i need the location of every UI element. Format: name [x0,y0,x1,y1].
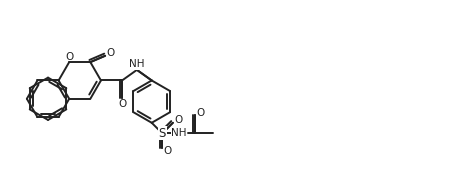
Text: O: O [65,52,73,62]
Text: NH: NH [129,59,145,69]
Text: O: O [196,108,205,118]
Text: O: O [174,115,183,125]
Text: S: S [158,127,166,140]
Text: O: O [164,146,172,156]
Text: O: O [107,48,115,58]
Text: O: O [118,99,126,109]
Text: NH: NH [171,128,187,138]
